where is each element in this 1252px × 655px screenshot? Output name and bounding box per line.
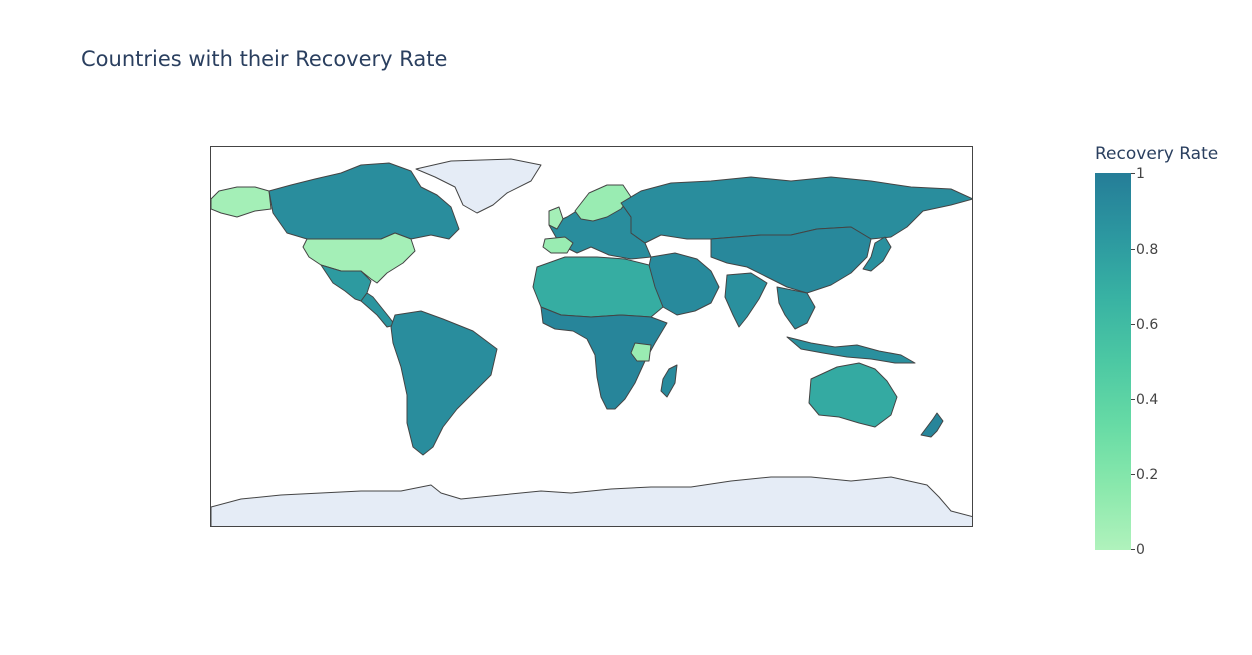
- colorbar-tick-label: 0.8: [1136, 242, 1159, 258]
- region-greenland[interactable]: [415, 158, 542, 214]
- region-united-states[interactable]: [302, 232, 416, 284]
- region-spain[interactable]: [542, 236, 574, 254]
- region-tanzania[interactable]: [630, 342, 652, 362]
- colorbar-tickmark: [1131, 399, 1135, 400]
- region-alaska[interactable]: [211, 186, 272, 218]
- colorbar-tick-label: 0.2: [1136, 467, 1159, 483]
- colorbar-tick-label: 0: [1136, 542, 1145, 558]
- region-australia[interactable]: [808, 362, 898, 428]
- region-russia[interactable]: [620, 176, 973, 244]
- region-japan[interactable]: [862, 236, 892, 272]
- region-indonesia[interactable]: [786, 336, 916, 364]
- region-southeast-asia[interactable]: [776, 286, 816, 330]
- colorbar-tick-label: 0.6: [1136, 317, 1159, 333]
- chart-title: Countries with their Recovery Rate: [81, 47, 448, 71]
- region-new-zealand[interactable]: [920, 412, 944, 438]
- region-united-kingdom[interactable]: [548, 206, 564, 230]
- colorbar-tickmark: [1131, 549, 1135, 550]
- map-frame[interactable]: [210, 146, 973, 527]
- region-madagascar[interactable]: [660, 364, 678, 398]
- region-sub-saharan-africa[interactable]: [540, 306, 668, 410]
- colorbar-tickmark: [1131, 249, 1135, 250]
- region-india[interactable]: [724, 272, 768, 328]
- region-china[interactable]: [710, 226, 872, 294]
- region-south-america[interactable]: [390, 310, 498, 456]
- colorbar-tickmark: [1131, 324, 1135, 325]
- region-antarctica[interactable]: [211, 476, 973, 527]
- region-north-africa[interactable]: [532, 256, 664, 318]
- colorbar-tickmark: [1131, 474, 1135, 475]
- colorbar-tickmark: [1131, 173, 1135, 174]
- region-central-america[interactable]: [360, 292, 396, 328]
- colorbar-title: Recovery Rate: [1095, 144, 1219, 164]
- colorbar-tick-label: 0.4: [1136, 392, 1159, 408]
- colorbar-gradient: [1095, 173, 1131, 550]
- colorbar-tick-label: 1: [1136, 166, 1145, 182]
- world-map[interactable]: [211, 147, 973, 527]
